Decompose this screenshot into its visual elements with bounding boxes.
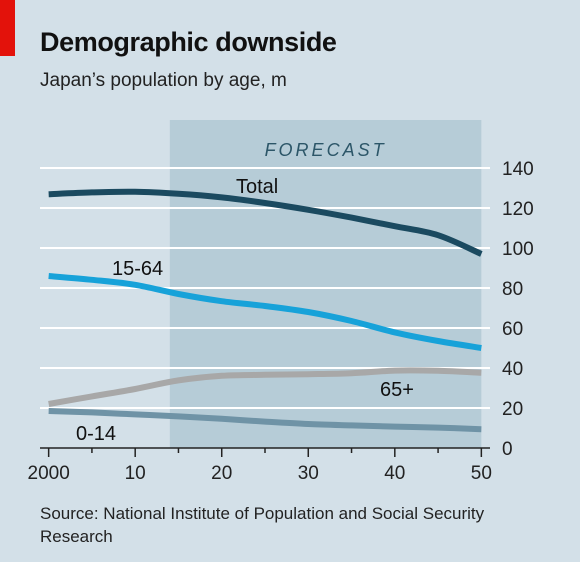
- chart-subtitle: Japan’s population by age, m: [40, 70, 287, 91]
- y-tick-label: 80: [502, 279, 523, 300]
- x-tick-label: 30: [298, 463, 319, 484]
- series-line-age-65-plus: [48, 367, 482, 407]
- series-line-total: [48, 188, 483, 257]
- y-tick-label: 40: [502, 359, 523, 380]
- source-note: Source: National Institute of Population…: [40, 504, 485, 546]
- series-label-age-65-plus: 65+: [380, 379, 414, 401]
- y-tick-label: 60: [502, 319, 523, 340]
- y-tick-label: 0: [502, 439, 513, 460]
- y-tick-label: 140: [502, 159, 534, 180]
- y-axis: 0 20 40 60 80 100 120 140: [502, 159, 534, 460]
- x-tick-label: 2000: [28, 463, 70, 484]
- forecast-label: FORECAST: [265, 140, 387, 160]
- series-lines: [48, 188, 483, 433]
- red-brand-tag: [0, 0, 15, 56]
- series-label-age-15-64: 15-64: [112, 258, 163, 280]
- x-axis: 2000 10 20 30 40 50: [28, 447, 492, 484]
- gridlines: [40, 167, 490, 409]
- series-label-age-0-14: 0-14: [76, 423, 116, 445]
- x-tick-label: 20: [211, 463, 232, 484]
- x-tick-label: 10: [125, 463, 146, 484]
- series-line-age-0-14: [48, 408, 482, 433]
- series-line-age-15-64: [48, 273, 482, 351]
- x-tick-label: 50: [471, 463, 492, 484]
- series-labels: Total 15-64 65+ 0-14: [76, 176, 414, 445]
- y-tick-label: 100: [502, 239, 534, 260]
- y-tick-label: 120: [502, 199, 534, 220]
- series-label-total: Total: [236, 176, 278, 198]
- y-tick-label: 20: [502, 399, 523, 420]
- chart-title: Demographic downside: [40, 27, 337, 57]
- x-tick-label: 40: [384, 463, 405, 484]
- forecast-band: [169, 120, 482, 448]
